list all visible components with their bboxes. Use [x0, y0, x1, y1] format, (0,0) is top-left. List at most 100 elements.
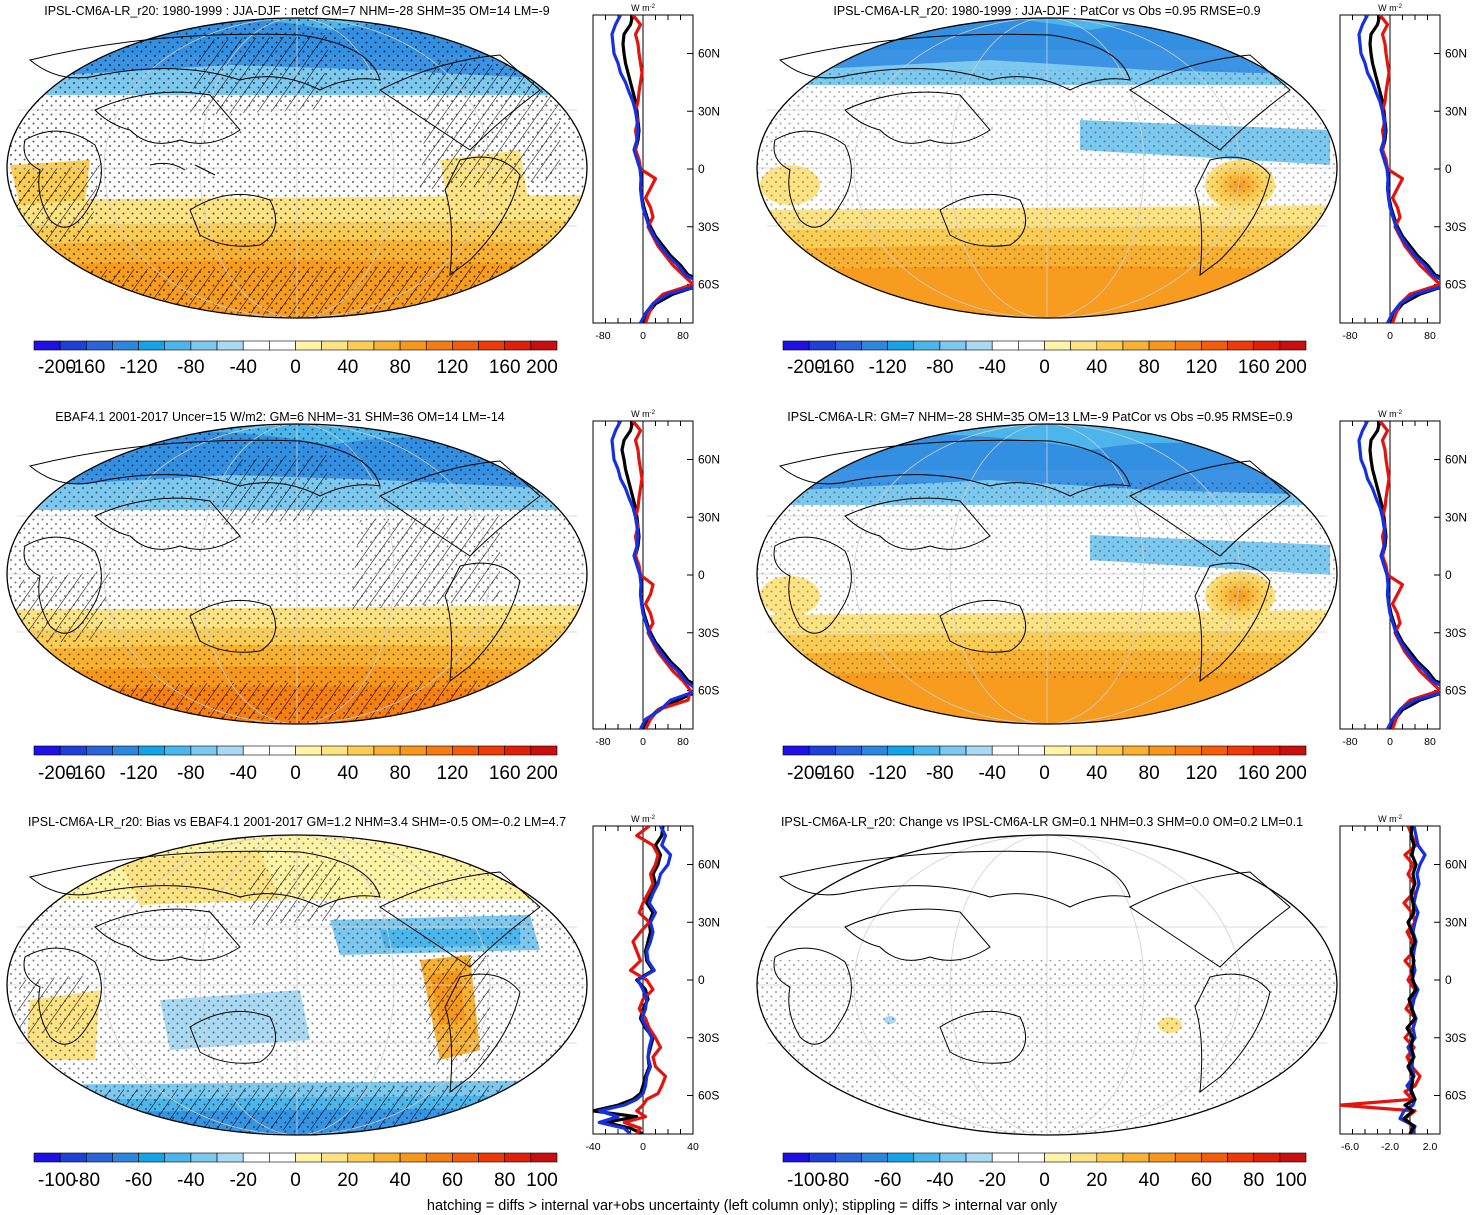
colorbar-box — [1253, 745, 1281, 756]
zonal-mean-profile: 60N 30N 0 30S 60S -80 0 80 W m-2 — [1339, 409, 1467, 748]
lat-label: 60N — [698, 47, 720, 61]
colorbar-box — [834, 745, 862, 756]
colorbar-box — [965, 745, 993, 756]
map — [6, 17, 588, 319]
colorbar-label: -80 — [73, 1170, 100, 1191]
x-tick-label: -40 — [585, 1141, 600, 1153]
colorbar-label: 0 — [1039, 357, 1050, 378]
colorbar-box — [112, 340, 139, 351]
colorbar-box — [782, 340, 810, 351]
colorbar-label: -40 — [978, 763, 1005, 784]
colorbar-label: 160 — [1238, 763, 1270, 784]
zonal-mean-profile: 60N 30N 0 30S 60S -80 0 80 W m-2 — [592, 3, 720, 342]
colorbar-label: 40 — [390, 1170, 411, 1191]
colorbar-label: -60 — [874, 1170, 901, 1191]
colorbar-label: -80 — [177, 763, 204, 784]
colorbar-box — [782, 745, 810, 756]
colorbar-label: -160 — [67, 357, 105, 378]
x-tick-label: 0 — [640, 736, 646, 748]
panel-title: EBAF4.1 2001-2017 Uncer=15 W/m2: GM=6 NH… — [55, 410, 505, 424]
coastlines — [773, 439, 1291, 683]
colorbar-box — [861, 1152, 888, 1163]
x-tick-label: 80 — [1424, 330, 1436, 342]
colorbar-box — [373, 1152, 401, 1163]
colorbar-box — [1018, 340, 1045, 351]
lat-label: 30N — [1445, 510, 1467, 524]
colorbar-label: -80 — [822, 1170, 849, 1191]
colorbar-box — [1201, 340, 1228, 351]
panel-obs-ebaf: EBAF4.1 2001-2017 Uncer=15 W/m2: GM=6 NH… — [6, 409, 720, 784]
colorbar-label: 40 — [1086, 357, 1107, 378]
colorbar-box — [59, 1152, 87, 1163]
colorbar-label: -100 — [38, 1170, 76, 1191]
colorbar-label: -100 — [787, 1170, 825, 1191]
panel-change: IPSL-CM6A-LR_r20: Change vs IPSL-CM6A-LR… — [756, 814, 1467, 1191]
colorbar-label: -80 — [926, 357, 953, 378]
colorbar-box — [216, 745, 244, 756]
colorbar-box — [1279, 1152, 1307, 1163]
lat-label: 30N — [1445, 915, 1467, 929]
unit-label: W m-2 — [1378, 814, 1402, 824]
colorbar-label: 0 — [290, 1170, 301, 1191]
lat-label: 0 — [698, 568, 705, 582]
colorbar-label: -200 — [38, 763, 76, 784]
x-tick-label: 80 — [1424, 736, 1436, 748]
colorbar-box — [138, 745, 166, 756]
colorbar-label: 120 — [1186, 763, 1218, 784]
zonal-mean-profile: 60N 30N 0 30S 60S -80 0 80 W m-2 — [592, 409, 720, 748]
colorbar-label: 20 — [337, 1170, 358, 1191]
colorbar-box — [295, 745, 322, 756]
coastlines — [773, 33, 1291, 277]
colorbar-box — [965, 1152, 993, 1163]
footnote: hatching = diffs > internal var+obs unce… — [427, 1198, 1058, 1214]
colorbar-box — [216, 340, 244, 351]
colorbar: -200-160 -120 -80 -40 0 40 80 120 160 200 — [33, 745, 558, 784]
colorbar-box — [1096, 340, 1124, 351]
profile-series — [1340, 826, 1427, 1134]
colorbar-box — [1174, 1152, 1202, 1163]
colorbar-box — [164, 745, 192, 756]
coastlines — [23, 33, 541, 277]
lat-label: 30N — [698, 104, 720, 118]
colorbar-label: 0 — [290, 763, 301, 784]
x-tick-label: -80 — [1342, 736, 1357, 748]
colorbar-box — [1253, 340, 1281, 351]
series-line — [1357, 421, 1440, 729]
colorbar-box — [1070, 745, 1098, 756]
colorbar-label: -40 — [978, 357, 1005, 378]
colorbar: -100-80 -60 -40 -20 0 20 40 60 80 100 — [782, 1152, 1307, 1191]
map — [6, 423, 588, 725]
colorbar-box — [164, 1152, 192, 1163]
x-tick-label: 0 — [1387, 736, 1393, 748]
lat-label: 60S — [698, 684, 719, 698]
colorbar-box — [808, 745, 836, 756]
field-shading — [7, 424, 587, 724]
colorbar-label: 0 — [1039, 1170, 1050, 1191]
lat-label: 30S — [698, 626, 719, 640]
x-tick-label: 80 — [677, 330, 689, 342]
colorbar-box — [782, 1152, 810, 1163]
colorbar-box — [452, 340, 479, 351]
colorbar-label: 60 — [1191, 1170, 1212, 1191]
lat-label: 60S — [698, 1089, 719, 1103]
series-line — [620, 421, 693, 729]
profile-series — [610, 421, 693, 729]
colorbar-label: 200 — [526, 763, 558, 784]
colorbar-box — [504, 745, 532, 756]
colorbar-box — [530, 745, 558, 756]
colorbar-box — [530, 1152, 558, 1163]
map-frame — [6, 423, 588, 725]
colorbar-box — [1148, 340, 1176, 351]
colorbar-box — [33, 745, 61, 756]
profile-series — [1357, 15, 1440, 323]
colorbar-label: 100 — [1275, 1170, 1307, 1191]
colorbar-box — [913, 745, 941, 756]
x-tick-label: 0 — [640, 1141, 646, 1153]
map-frame — [756, 423, 1338, 725]
lat-label: 60N — [1445, 858, 1467, 872]
colorbar-box — [295, 340, 322, 351]
colorbar-box — [1070, 340, 1098, 351]
colorbar-label: 200 — [1275, 357, 1307, 378]
colorbar-label: 20 — [1086, 1170, 1107, 1191]
colorbar-label: -80 — [926, 763, 953, 784]
